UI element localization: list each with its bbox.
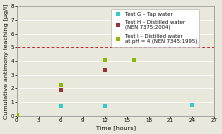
Y-axis label: Cumulative antimony leaching [μg/l]: Cumulative antimony leaching [μg/l] — [4, 3, 9, 119]
Legend: Test G – Tap water, Test H – Distilled water
(NEN 7375:2004), Test I – Distilled: Test G – Tap water, Test H – Distilled w… — [111, 9, 199, 47]
X-axis label: Time [hours]: Time [hours] — [96, 125, 136, 130]
